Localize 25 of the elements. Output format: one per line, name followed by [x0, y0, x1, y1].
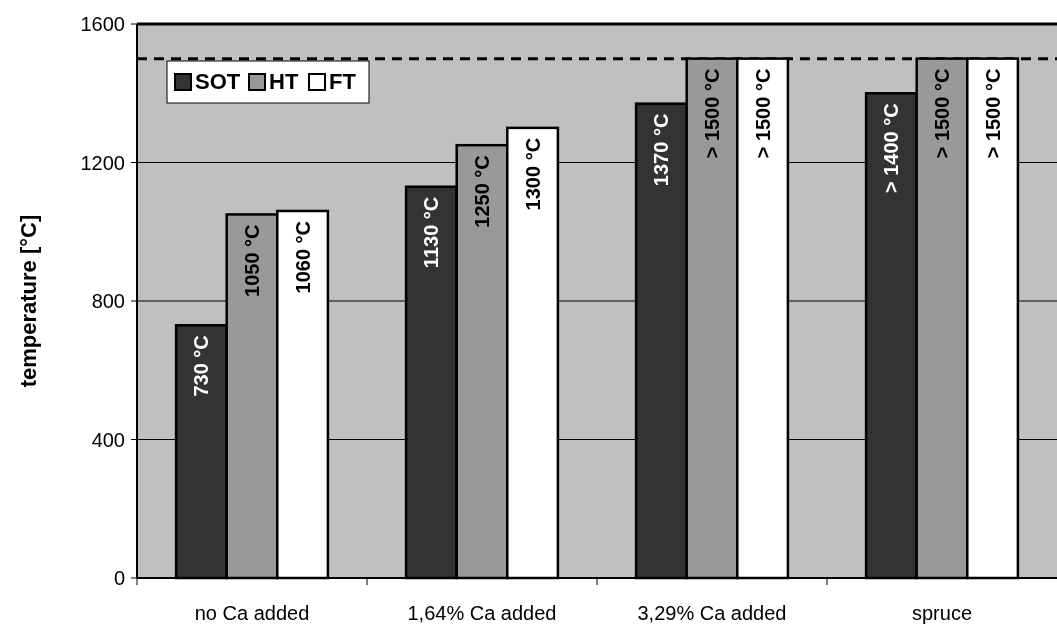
data-label: 1300 °C [521, 137, 544, 211]
legend-label: SOT [195, 69, 241, 94]
data-label: > 1500 °C [751, 68, 774, 159]
legend-label: FT [329, 69, 357, 94]
y-tick-label: 1600 [80, 13, 125, 35]
y-tick-label: 800 [91, 290, 125, 312]
data-label: > 1500 °C [931, 68, 953, 159]
data-label: 1370 °C [650, 113, 673, 187]
data-label: 730 °C [190, 335, 213, 397]
data-label: 1130 °C [420, 196, 443, 269]
data-label: > 1400 °C [880, 103, 903, 193]
data-label: 1250 °C [471, 155, 493, 228]
y-axis-title: temperature [°C] [16, 214, 41, 388]
data-label: > 1500 °C [701, 68, 723, 159]
y-tick-label: 400 [91, 428, 125, 451]
x-tick-label: 1,64% Ca added [407, 602, 557, 624]
data-label: > 1500 °C [981, 68, 1004, 159]
y-tick-label: 1200 [80, 151, 125, 174]
x-tick-label: 3,29% Ca added [637, 602, 787, 624]
data-label: 1060 °C [291, 220, 314, 294]
x-tick-label: spruce [911, 602, 973, 624]
x-tick-label: no Ca added [194, 602, 310, 624]
data-label: 1050 °C [241, 224, 263, 297]
legend-label: HT [269, 69, 299, 94]
y-tick-label: 0 [113, 567, 125, 589]
